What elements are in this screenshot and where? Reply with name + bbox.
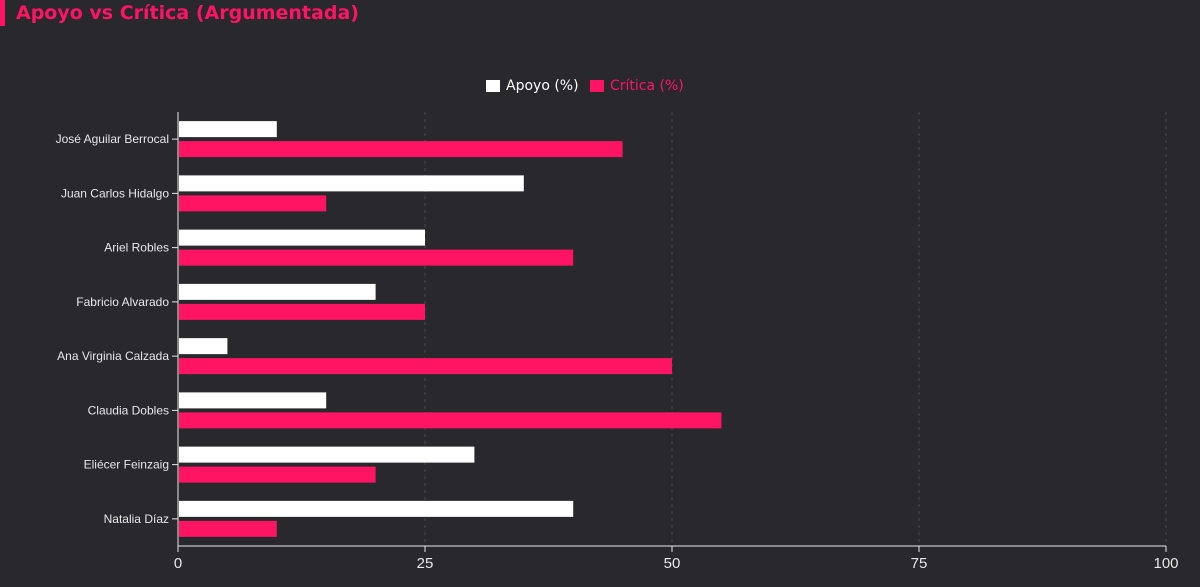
x-tick-labels: 0 25 50 75 100 (174, 555, 1179, 572)
bar-critica[interactable] (179, 249, 574, 266)
x-tick-label: 50 (664, 555, 681, 572)
category-label: Eliécer Feinzaig (84, 458, 169, 472)
bar-apoyo[interactable] (179, 229, 425, 246)
legend-label: Apoyo (%) (506, 78, 579, 94)
bar-critica[interactable] (179, 412, 722, 429)
bar-apoyo[interactable] (179, 121, 277, 138)
bar-apoyo[interactable] (179, 283, 376, 300)
legend-item-critica[interactable]: Crítica (%) (590, 78, 684, 94)
x-tick-label: 100 (1153, 555, 1178, 572)
legend[interactable]: Apoyo (%) Crítica (%) (486, 78, 684, 94)
legend-item-apoyo[interactable]: Apoyo (%) (486, 78, 579, 94)
grid-lines (424, 112, 1167, 546)
category-label: Natalia Díaz (104, 512, 169, 526)
bar-apoyo[interactable] (179, 500, 574, 517)
x-tick-label: 75 (911, 555, 928, 572)
category-label: José Aguilar Berrocal (56, 132, 169, 146)
bar-critica[interactable] (179, 520, 277, 537)
bars (179, 121, 722, 537)
bar-apoyo[interactable] (179, 175, 524, 192)
bar-critica[interactable] (179, 141, 623, 158)
legend-label: Crítica (%) (610, 78, 684, 94)
x-tick-label: 25 (417, 555, 434, 572)
chart-title: Apoyo vs Crítica (Argumentada) (16, 2, 359, 24)
category-labels: José Aguilar Berrocal Juan Carlos Hidalgo… (56, 132, 170, 526)
category-label: Fabricio Alvarado (76, 295, 169, 309)
category-label: Juan Carlos Hidalgo (61, 186, 169, 200)
category-label: Claudia Dobles (88, 403, 169, 417)
bar-apoyo[interactable] (179, 338, 228, 355)
bar-critica[interactable] (179, 466, 376, 483)
axes (172, 112, 1167, 552)
bar-critica[interactable] (179, 358, 672, 375)
x-tick-label: 0 (174, 555, 182, 572)
bar-apoyo[interactable] (179, 446, 475, 463)
bar-critica[interactable] (179, 303, 425, 320)
title-accent-bar: Apoyo vs Crítica (Argumentada) (0, 0, 359, 26)
bar-critica[interactable] (179, 195, 327, 212)
category-label: Ana Virginia Calzada (57, 349, 169, 363)
bar-apoyo[interactable] (179, 392, 327, 409)
legend-swatch (486, 80, 500, 92)
legend-swatch (590, 80, 604, 92)
category-label: Ariel Robles (104, 241, 169, 255)
